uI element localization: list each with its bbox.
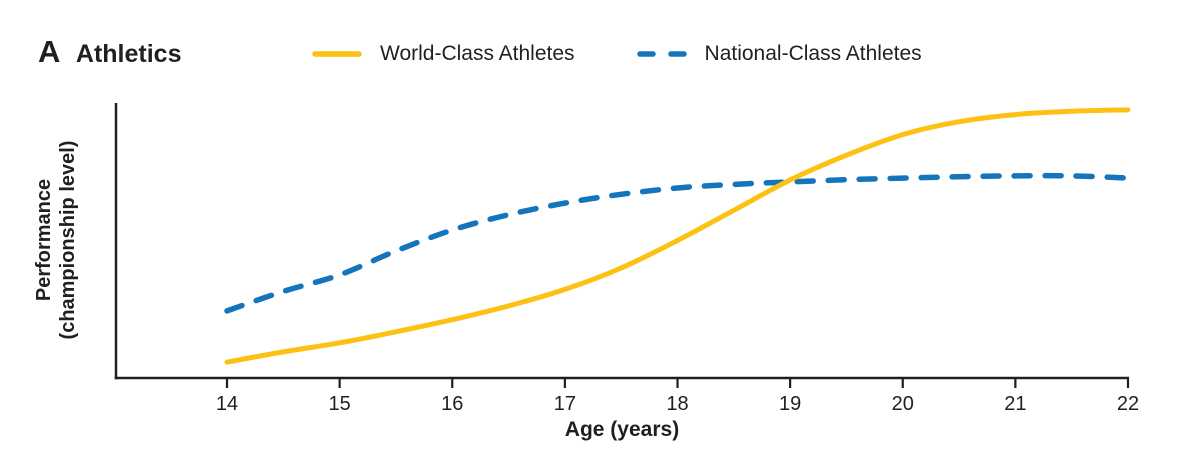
legend: World-Class Athletes National-Class Athl…: [312, 42, 922, 66]
x-tick-label: 20: [892, 393, 914, 415]
world-class-curve: [224, 107, 1131, 365]
y-axis-title-line1: Performance: [33, 178, 55, 302]
x-tick-label: 14: [216, 393, 238, 415]
legend-label-world-class: World-Class Athletes: [380, 42, 575, 65]
page-title: Athletics: [75, 40, 182, 68]
x-tick-label: 22: [1117, 393, 1139, 415]
x-tick-label: 19: [779, 393, 801, 415]
panel-letter: A: [38, 34, 61, 69]
y-axis-title: Performance (championship level): [32, 141, 80, 340]
legend-item-national-class: National-Class Athletes: [636, 42, 922, 66]
panel-header: A Athletics: [38, 34, 181, 70]
x-axis-title: Age (years): [564, 418, 680, 441]
legend-item-world-class: World-Class Athletes: [312, 42, 575, 66]
dashed-line-swatch-icon: [636, 51, 687, 57]
x-tick-label: 21: [1004, 393, 1026, 415]
y-axis-title-line2: (championship level): [57, 140, 79, 340]
x-tick-label: 18: [666, 393, 688, 415]
national-class-curve: [224, 172, 1131, 314]
x-tick-label: 15: [329, 393, 351, 415]
legend-label-national-class: National-Class Athletes: [704, 42, 922, 65]
x-tick-label: 16: [441, 393, 463, 415]
x-tick-label: 17: [554, 393, 576, 415]
x-axis-ticks: 14 15 16 17 18 19 20 21 22: [216, 378, 1139, 415]
solid-line-swatch-icon: [312, 51, 362, 57]
